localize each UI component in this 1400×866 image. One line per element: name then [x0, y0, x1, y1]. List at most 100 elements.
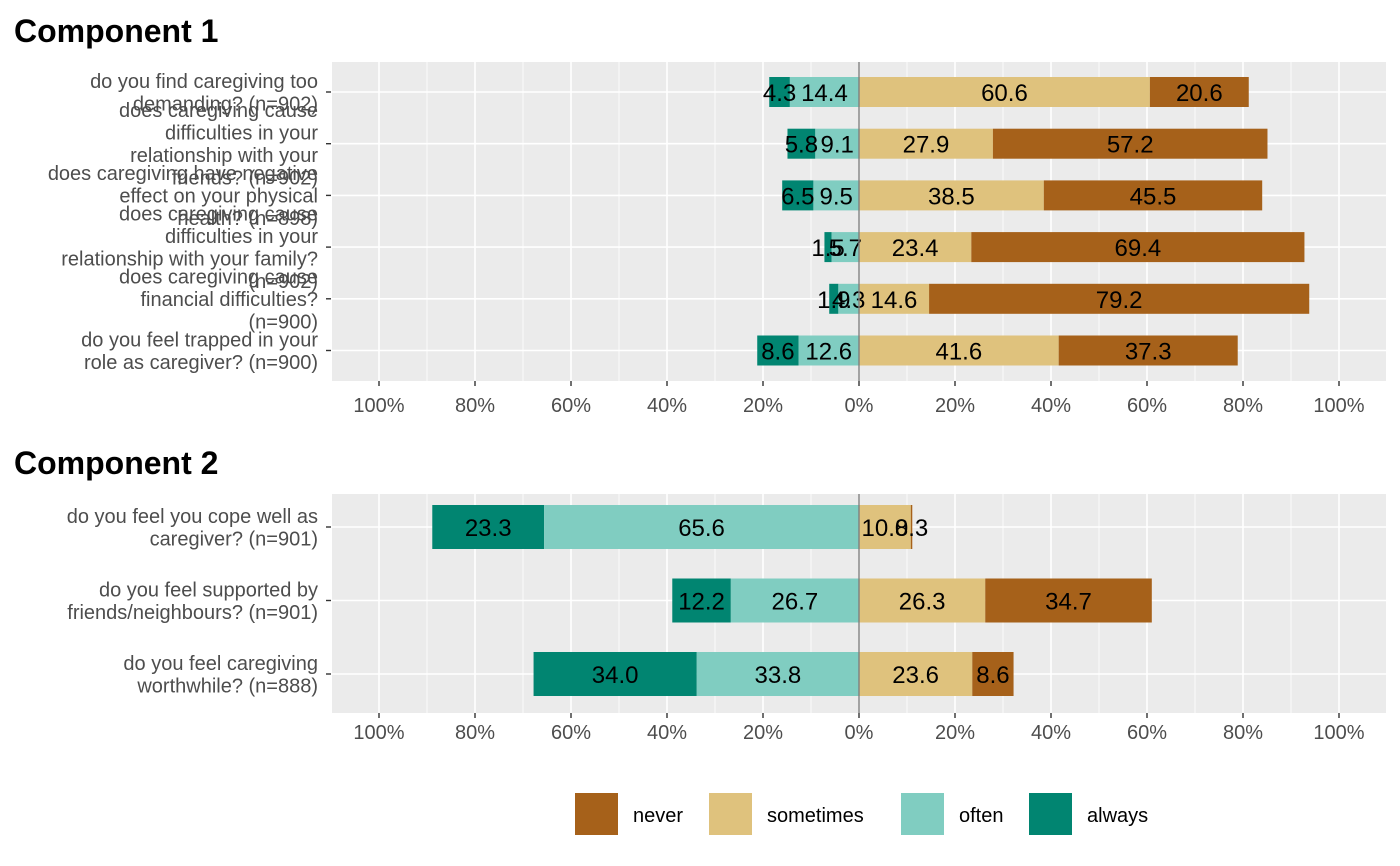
data-label-often: 9.1: [820, 132, 853, 159]
data-label-always: 34.0: [592, 662, 639, 689]
bar-sometimes: [859, 232, 972, 263]
legend-item-sometimes: sometimes: [709, 793, 864, 835]
y-axis-label-line: role as caregiver? (n=900): [84, 352, 318, 374]
bar-often: [831, 232, 859, 263]
bar-always: [672, 578, 731, 623]
legend-label: never: [633, 805, 683, 827]
x-tick-label: 0%: [845, 722, 874, 744]
y-axis-label-line: do you feel trapped in your: [81, 329, 318, 351]
data-label-never: 20.6: [1176, 80, 1223, 107]
bar-never: [971, 232, 1305, 263]
legend-item-always: always: [1029, 793, 1148, 835]
bar-sometimes: [859, 505, 911, 549]
bar-row: 4.3 14.4 60.6 20.6: [763, 77, 1249, 107]
bar-often: [798, 335, 859, 366]
bar-often: [838, 283, 859, 314]
legend-swatch: [709, 793, 752, 835]
y-axis-label-line: do you feel caregiving: [123, 653, 318, 675]
bar-often: [813, 180, 859, 211]
bar-often: [696, 652, 859, 696]
x-tick-label: 60%: [551, 722, 591, 744]
data-label-always: 1.5: [811, 235, 844, 262]
data-label-often: 4.3: [832, 287, 865, 314]
x-tick-label: 60%: [1127, 722, 1167, 744]
y-axis-label-line: do you find caregiving too: [90, 71, 318, 93]
y-axis-label-line: demanding? (n=902): [133, 93, 318, 115]
bar-row: 34.0 33.8 23.6 8.6: [533, 652, 1014, 696]
y-axis-label-line: relationship with your family?: [61, 248, 318, 270]
data-label-sometimes: 26.3: [899, 589, 946, 616]
bar-never: [929, 283, 1310, 314]
y-axis-label-line: difficulties in your: [165, 122, 318, 144]
bar-always: [769, 77, 790, 107]
bar-always: [824, 232, 832, 263]
bar-often: [544, 505, 859, 549]
x-tick-label: 40%: [647, 722, 687, 744]
x-tick-label: 40%: [1031, 722, 1071, 744]
x-tick-label: 20%: [743, 722, 783, 744]
x-tick-label: 20%: [935, 395, 975, 417]
y-axis-label: does caregiving cause difficulties in you…: [61, 203, 318, 293]
data-label-often: 65.6: [678, 515, 725, 542]
x-tick-label: 80%: [455, 722, 495, 744]
y-axis-label-line: (n=900): [249, 311, 319, 333]
x-tick-label: 0%: [845, 395, 874, 417]
data-label-often: 26.7: [772, 589, 819, 616]
y-axis-label-line: effect on your physical: [119, 185, 318, 207]
bar-sometimes: [859, 652, 973, 696]
legend-label: often: [959, 805, 1003, 827]
y-axis-label: do you feel trapped in your role as careg…: [81, 329, 318, 374]
legend-swatch: [575, 793, 618, 835]
x-tick-label: 40%: [1031, 395, 1071, 417]
data-label-often: 14.4: [801, 80, 848, 107]
data-label-sometimes: 60.6: [981, 80, 1028, 107]
x-tick-label: 60%: [1127, 395, 1167, 417]
y-axis-label-line: relationship with your: [130, 145, 318, 167]
x-tick-label: 20%: [743, 395, 783, 417]
y-axis-label: do you feel supported by friends/neighbou…: [67, 579, 318, 624]
bar-always: [432, 505, 545, 549]
bar-sometimes: [859, 180, 1044, 211]
bar-row: 12.2 26.7 26.3 34.7: [672, 578, 1152, 623]
data-label-never: 34.7: [1045, 589, 1092, 616]
panel-title: Component 2: [14, 445, 218, 481]
bar-sometimes: [859, 128, 993, 159]
bar-row: 8.6 12.6 41.6 37.3: [757, 335, 1238, 366]
data-label-never: 0.3: [895, 515, 928, 542]
bar-never: [1043, 180, 1263, 211]
data-label-sometimes: 23.4: [892, 235, 939, 262]
bar-row: 23.3 65.6 10.80.3: [432, 505, 928, 549]
legend-label: always: [1087, 805, 1148, 827]
y-axis-label-line: do you feel you cope well as: [67, 506, 318, 528]
data-label-always: 8.6: [761, 339, 794, 366]
bar-never: [985, 578, 1152, 623]
data-label-sometimes: 23.6: [892, 662, 939, 689]
y-axis-label-line: financial difficulties?: [140, 289, 318, 311]
bar-never: [1058, 335, 1238, 366]
x-tick-label: 80%: [455, 395, 495, 417]
y-axis-label: do you find caregiving too demanding? (n=…: [90, 71, 318, 116]
bar-always: [787, 128, 816, 159]
panel-2: Component 2 23.3 65.6 10.80.3 do you feel yo…: [14, 445, 1386, 744]
bar-never: [972, 652, 1014, 696]
y-axis-label-line: do you feel supported by: [99, 579, 318, 601]
y-axis-label-line: health? (n=898): [177, 208, 318, 230]
x-tick-label: 40%: [647, 395, 687, 417]
legend: never sometimes often always: [575, 793, 1148, 835]
data-label-always: 23.3: [465, 515, 512, 542]
y-axis-label-line: friends? (n=902): [172, 167, 318, 189]
x-tick-label: 60%: [551, 395, 591, 417]
data-label-sometimes: 10.8: [862, 515, 909, 542]
legend-swatch: [901, 793, 944, 835]
y-axis-label-line: does caregiving cause: [119, 266, 318, 288]
data-label-never: 57.2: [1107, 132, 1154, 159]
legend-item-never: never: [575, 793, 683, 835]
data-label-sometimes: 41.6: [935, 339, 982, 366]
bar-sometimes: [859, 335, 1059, 366]
data-label-never: 79.2: [1096, 287, 1143, 314]
legend-swatch: [1029, 793, 1072, 835]
bar-sometimes: [859, 578, 986, 623]
data-label-sometimes: 38.5: [928, 183, 975, 210]
x-tick-label: 100%: [1313, 395, 1364, 417]
